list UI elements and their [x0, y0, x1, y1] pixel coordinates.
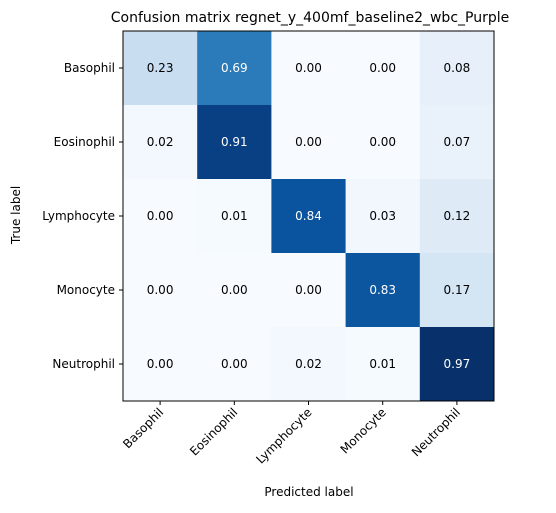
cell-value-label: 0.00 [147, 283, 174, 297]
heatmap-cell [197, 327, 272, 402]
cell-value-label: 0.02 [147, 135, 174, 149]
heatmap-cell [345, 179, 421, 254]
heatmap-cell [197, 179, 272, 254]
heatmap-cell [197, 105, 272, 180]
x-tick-label: Neutrophil [409, 405, 463, 459]
y-axis-label: True label [9, 186, 23, 245]
y-tick-label: Neutrophil [52, 357, 115, 371]
cell-value-label: 0.02 [295, 357, 322, 371]
cell-value-label: 0.12 [444, 209, 471, 223]
x-tick-label: Lymphocyte [253, 405, 314, 466]
heatmap-cell [271, 105, 347, 180]
cell-value-label: 0.00 [295, 61, 322, 75]
y-tick-label: Lymphocyte [42, 209, 115, 223]
heatmap-cell [419, 105, 495, 180]
heatmap-cell [419, 327, 495, 402]
heatmap-cell [271, 179, 347, 254]
cell-value-label: 0.00 [369, 61, 396, 75]
cell-value-label: 0.08 [444, 61, 471, 75]
heatmap-cell [271, 327, 347, 402]
plot-frame [122, 30, 495, 402]
heatmap-cell [271, 31, 347, 106]
heatmap-cell [123, 105, 198, 180]
cell-value-label: 0.00 [295, 283, 322, 297]
heatmap-cell [197, 31, 272, 106]
cell-value-label: 0.83 [369, 283, 396, 297]
cell-value-label: 0.84 [295, 209, 322, 223]
heatmap-cell [345, 253, 421, 328]
heatmap-cell [123, 31, 198, 106]
cell-value-label: 0.00 [221, 283, 248, 297]
cell-value-label: 0.03 [369, 209, 396, 223]
heatmap-cell-labels: 0.23 0.69 0.00 0.00 0.08 0.02 0.91 0.00 0.00 0.07… [147, 61, 471, 371]
heatmap-cell [271, 253, 347, 328]
cell-value-label: 0.00 [147, 357, 174, 371]
heatmap-cells [123, 31, 495, 402]
heatmap-cell [197, 253, 272, 328]
heatmap-cell [123, 179, 198, 254]
cell-value-label: 0.17 [444, 283, 471, 297]
heatmap-cell [419, 179, 495, 254]
heatmap-cell [345, 31, 421, 106]
y-tick-label: Eosinophil [54, 135, 115, 149]
y-tick-label: Monocyte [57, 283, 115, 297]
cell-value-label: 0.91 [221, 135, 248, 149]
cell-value-label: 0.01 [221, 209, 248, 223]
chart-title: Confusion matrix regnet_y_400mf_baseline… [111, 10, 509, 26]
y-tick-label: Basophil [64, 61, 115, 75]
cell-value-label: 0.00 [147, 209, 174, 223]
x-axis-label: Predicted label [264, 485, 353, 499]
cell-value-label: 0.23 [147, 61, 174, 75]
x-tick-label: Eosinophil [187, 405, 240, 458]
cell-value-label: 0.00 [221, 357, 248, 371]
heatmap-cell [419, 253, 495, 328]
cell-value-label: 0.97 [444, 357, 471, 371]
cell-value-label: 0.00 [369, 135, 396, 149]
cell-value-label: 0.07 [444, 135, 471, 149]
x-tick-label: Monocyte [338, 405, 389, 456]
x-tick-label: Basophil [120, 405, 166, 451]
heatmap-cell [345, 105, 421, 180]
cell-value-label: 0.01 [369, 357, 396, 371]
heatmap-cell [419, 31, 495, 106]
cell-value-label: 0.69 [221, 61, 248, 75]
heatmap-cell [123, 253, 198, 328]
cell-value-label: 0.00 [295, 135, 322, 149]
heatmap-cell [345, 327, 421, 402]
heatmap-cell [123, 327, 198, 402]
